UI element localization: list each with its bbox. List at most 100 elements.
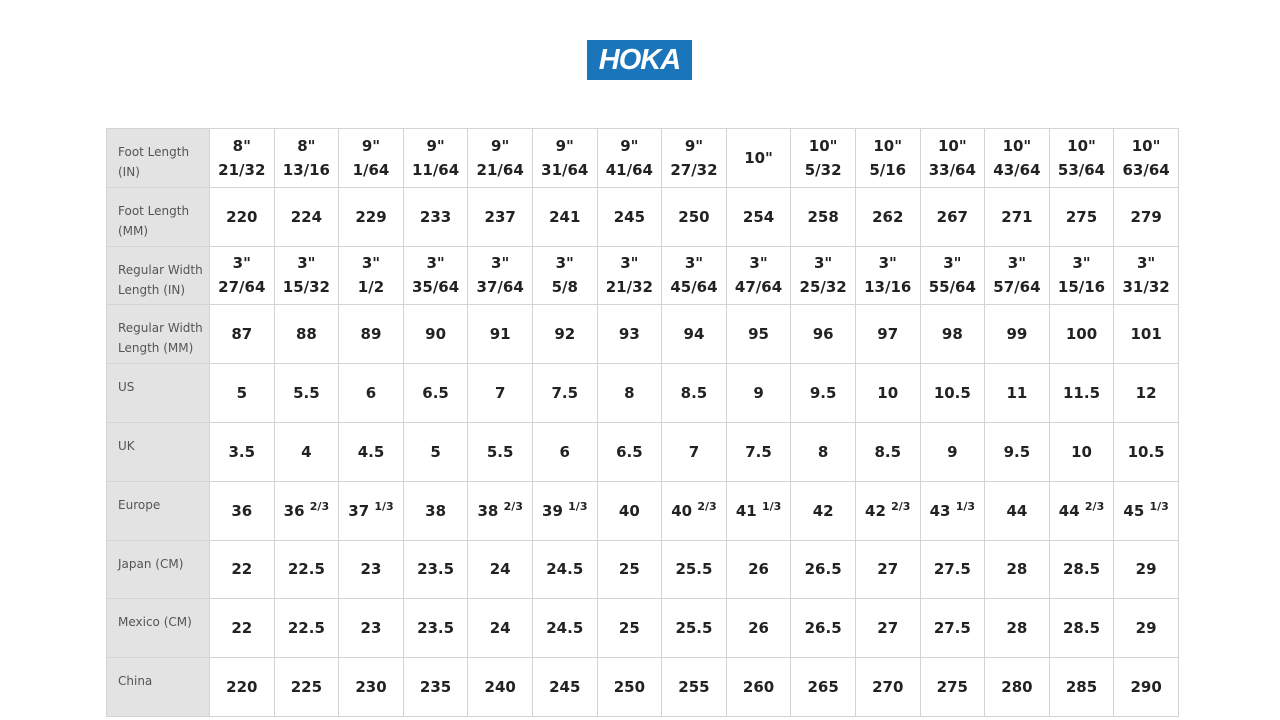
table-cell: 44 2/3 xyxy=(1048,480,1115,541)
table-cell: 24.5 xyxy=(531,598,598,659)
table-cell: 3" 45/64 xyxy=(661,245,727,306)
table-cell: 95 xyxy=(725,304,792,365)
table-cell: 250 xyxy=(596,657,663,717)
table-cell: 22 xyxy=(209,539,275,600)
table-cell: 280 xyxy=(984,657,1050,717)
table-cell: 23 xyxy=(338,598,404,659)
row-header: Mexico (CM) xyxy=(106,598,210,659)
table-cell: 9" 21/64 xyxy=(467,128,533,188)
table-cell: 94 xyxy=(661,304,727,365)
table-cell: 267 xyxy=(919,186,986,247)
table-cell: 275 xyxy=(919,657,986,717)
table-row: Regular Width Length (IN) 3" 27/64 3" 15/3… xyxy=(106,245,1179,306)
table-cell: 10" 5/32 xyxy=(790,128,856,188)
table-cell: 98 xyxy=(919,304,986,365)
table-cell: 10.5 xyxy=(919,363,986,423)
table-cell: 3" 25/32 xyxy=(790,245,856,306)
table-cell: 22 xyxy=(209,598,275,659)
table-cell: 7 xyxy=(467,363,533,423)
table-cell: 3" 57/64 xyxy=(984,245,1050,306)
table-cell: 3" 35/64 xyxy=(402,245,469,306)
table-cell: 10" 53/64 xyxy=(1048,128,1115,188)
table-cell: 8" 13/16 xyxy=(273,128,340,188)
table-cell: 91 xyxy=(467,304,533,365)
table-cell: 230 xyxy=(338,657,404,717)
table-cell: 10" 63/64 xyxy=(1113,128,1179,188)
cell-fraction: 2/3 xyxy=(309,499,330,513)
table-cell: 275 xyxy=(1048,186,1115,247)
table-cell: 5 xyxy=(209,363,275,423)
table-cell: 26 xyxy=(725,539,792,600)
table-cell: 258 xyxy=(790,186,856,247)
table-cell: 10.5 xyxy=(1113,421,1179,482)
row-header: Regular Width Length (IN) xyxy=(106,245,210,306)
table-row: Foot Length (IN) 8" 21/32 8" 13/16 9" 1/64 9… xyxy=(106,128,1179,188)
cell-fraction: 1/3 xyxy=(1149,499,1169,513)
table-cell: 7.5 xyxy=(531,363,598,423)
table-cell: 229 xyxy=(338,186,404,247)
table-cell: 9" 27/32 xyxy=(661,128,727,188)
row-header: Europe xyxy=(106,480,210,541)
table-cell: 27 xyxy=(854,539,921,600)
table-cell: 224 xyxy=(273,186,340,247)
table-cell: 3" 13/16 xyxy=(854,245,921,306)
table-cell: 265 xyxy=(790,657,856,717)
row-header: China xyxy=(106,657,210,717)
cell-fraction: 2/3 xyxy=(697,499,717,513)
table-cell: 41 1/3 xyxy=(725,480,792,541)
cell-fraction: 2/3 xyxy=(1084,499,1105,513)
cell-value: 44 xyxy=(1058,501,1080,520)
table-cell: 89 xyxy=(338,304,404,365)
table-cell: 285 xyxy=(1048,657,1115,717)
table-cell: 10" 5/16 xyxy=(854,128,921,188)
cell-value: 40 xyxy=(671,501,693,520)
table-cell: 3" 15/16 xyxy=(1048,245,1115,306)
table-cell: 10" 43/64 xyxy=(984,128,1050,188)
table-cell: 3" 47/64 xyxy=(725,245,792,306)
table-cell: 29 xyxy=(1113,539,1179,600)
table-cell: 9" 1/64 xyxy=(338,128,404,188)
table-cell: 6 xyxy=(531,421,598,482)
table-cell: 28.5 xyxy=(1048,539,1115,600)
table-cell: 220 xyxy=(209,186,275,247)
table-cell: 245 xyxy=(596,186,663,247)
table-cell: 90 xyxy=(402,304,469,365)
cell-fraction: 2/3 xyxy=(891,499,911,513)
cell-fraction: 1/3 xyxy=(955,499,976,513)
table-cell: 6 xyxy=(338,363,404,423)
table-row: China 220 225 230 235 240 245 250 255 260 265 270 27… xyxy=(106,657,1179,717)
table-cell: 45 1/3 xyxy=(1113,480,1179,541)
table-cell: 23.5 xyxy=(402,539,469,600)
table-row: Japan (CM) 22 22.5 23 23.5 24 24.5 25 25.5 26 26.5… xyxy=(106,539,1179,600)
table-cell: 27.5 xyxy=(919,598,986,659)
table-cell: 27.5 xyxy=(919,539,986,600)
table-cell: 254 xyxy=(725,186,792,247)
table-cell: 9 xyxy=(725,363,792,423)
table-row: Mexico (CM) 22 22.5 23 23.5 24 24.5 25 25.5 26 26.… xyxy=(106,598,1179,659)
table-cell: 3" 1/2 xyxy=(338,245,404,306)
table-cell: 3" 27/64 xyxy=(209,245,275,306)
table-cell: 38 xyxy=(402,480,469,541)
table-cell: 44 xyxy=(984,480,1050,541)
table-cell: 6.5 xyxy=(596,421,663,482)
table-cell: 24.5 xyxy=(531,539,598,600)
table-cell: 87 xyxy=(209,304,275,365)
table-cell: 279 xyxy=(1113,186,1179,247)
table-cell: 24 xyxy=(467,598,533,659)
row-header: UK xyxy=(106,421,210,482)
cell-value: 37 xyxy=(348,501,370,520)
table-cell: 10 xyxy=(1048,421,1115,482)
table-cell: 23 xyxy=(338,539,404,600)
cell-value: 38 xyxy=(477,501,499,520)
table-cell: 7.5 xyxy=(725,421,792,482)
table-cell: 270 xyxy=(854,657,921,717)
table-cell: 28.5 xyxy=(1048,598,1115,659)
table-row: UK 3.5 4 4.5 5 5.5 6 6.5 7 7.5 8 8.5 9 9.5 10 10.5 xyxy=(106,421,1179,482)
cell-value: 38 xyxy=(425,501,447,520)
cell-value: 41 xyxy=(735,501,757,520)
table-cell: 3" 37/64 xyxy=(467,245,533,306)
cell-fraction: 1/3 xyxy=(374,499,394,513)
table-cell: 9" 41/64 xyxy=(596,128,663,188)
table-cell: 240 xyxy=(467,657,533,717)
table-cell: 28 xyxy=(984,539,1050,600)
